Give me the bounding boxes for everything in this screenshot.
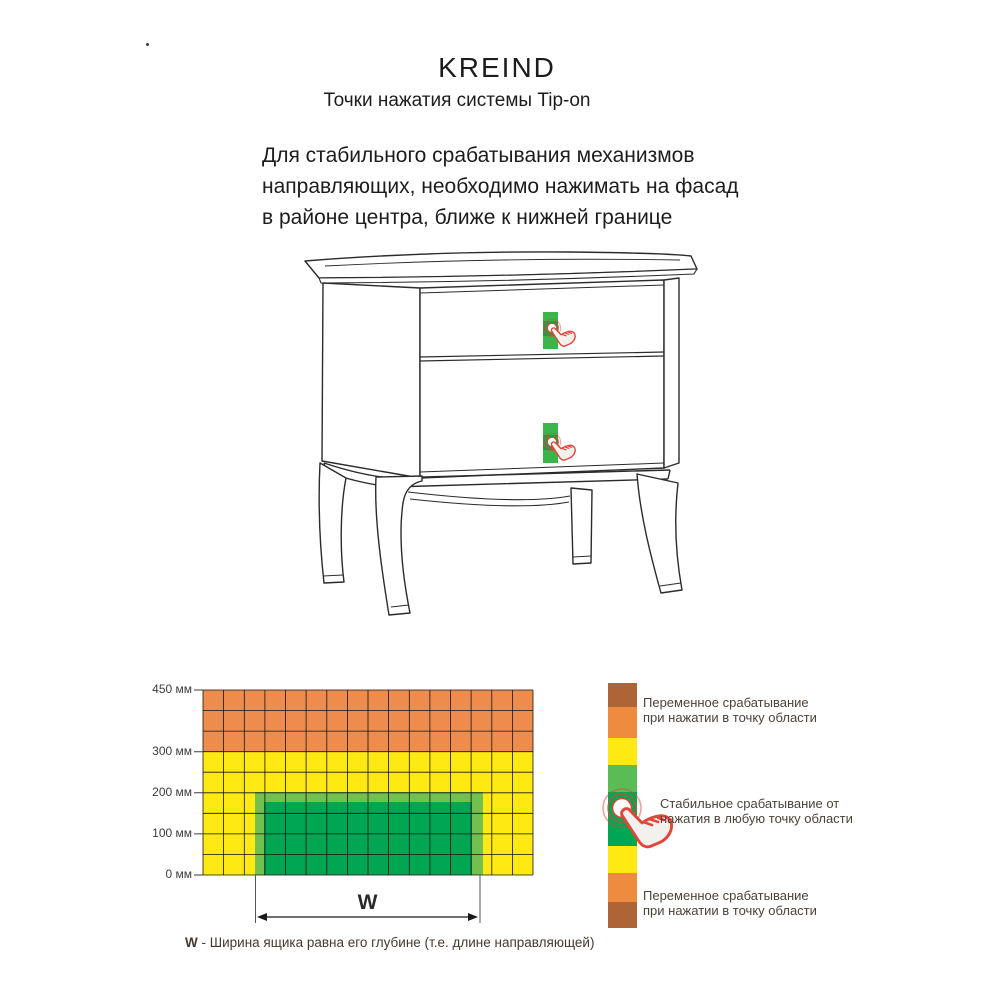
cabinet-top-rim — [324, 258, 681, 267]
stray-dot — [146, 43, 149, 46]
legend-press-icon — [602, 788, 678, 855]
caption-text: - Ширина ящика равна его глубине (т.е. д… — [197, 935, 595, 950]
leg-back-left — [318, 462, 347, 584]
y-tick-0: 0 мм — [165, 867, 192, 881]
y-tick-450: 450 мм — [152, 682, 192, 696]
cabinet-bottom-line — [419, 462, 665, 473]
press-point-bottom-drawer — [542, 423, 579, 464]
grid-horizontal-lines — [203, 689, 533, 876]
press-ring-inner — [544, 320, 560, 336]
legend-seg-brown-bottom — [608, 902, 637, 928]
description-line-3: в районе центра, ближе к нижней границе — [262, 206, 673, 229]
y-tick-300: 300 мм — [152, 744, 192, 758]
legend-item-variable-top: Переменное срабатывание при нажатии в то… — [643, 695, 817, 725]
drawer-gap-bottom-line — [419, 355, 665, 362]
cabinet-front — [419, 279, 665, 479]
drawer-gap-top-line — [419, 351, 665, 358]
press-ring-outer — [602, 788, 642, 828]
leg-front-left — [375, 475, 423, 616]
legend-item-line: нажатия в любую точку области — [660, 811, 853, 826]
leg-front-right — [636, 473, 683, 594]
cabinet-lines — [304, 251, 698, 616]
y-tick-200: 200 мм — [152, 785, 192, 799]
description-line-1: Для стабильного срабатывания механизмов — [262, 144, 695, 167]
page-subtitle: Точки нажатия системы Tip-on — [323, 90, 591, 111]
grid-vertical-lines — [202, 690, 534, 875]
legend-item-line: Стабильное срабатывание от — [660, 796, 840, 811]
brand-title: KREIND — [438, 52, 556, 83]
cabinet-top-molding — [318, 268, 698, 284]
press-point-top-drawer — [542, 312, 579, 350]
legend-seg-yellow-top — [608, 738, 637, 765]
press-ring-outer — [542, 318, 562, 338]
legend-seg-orange-bottom — [608, 873, 637, 902]
y-tick-100: 100 мм — [152, 826, 192, 840]
cabinet-right-edge — [663, 277, 680, 469]
y-axis-ticks — [194, 689, 203, 876]
press-ring-inner — [607, 793, 637, 823]
description: Для стабильного срабатывания механизмов … — [262, 140, 739, 233]
legend-seg-brown-top — [608, 683, 637, 707]
legend-item-line: Переменное срабатывание — [643, 695, 809, 710]
press-ring-outer — [542, 432, 562, 452]
cabinet-undertop-line — [419, 284, 665, 294]
legend-item-line: при нажатии в точку области — [643, 903, 817, 918]
cabinet-side-panel — [321, 282, 421, 479]
dimension-extension-lines — [255, 875, 481, 923]
press-ring-inner — [544, 434, 560, 450]
legend-item-variable-bottom: Переменное срабатывание при нажатии в то… — [643, 888, 817, 918]
caption-w: W — [185, 935, 198, 950]
chart-caption: W - Ширина ящика равна его глубине (т.е.… — [185, 935, 594, 950]
legend-item-line: при нажатии в точку области — [643, 710, 817, 725]
back-stretcher-top — [407, 491, 571, 501]
press-zone-chart: 450 мм 300 мм 200 мм 100 мм 0 мм W — [152, 682, 534, 923]
legend-seg-green-light — [608, 765, 637, 792]
leg-foot-lines — [322, 555, 682, 608]
description-line-2: направляющих, необходимо нажимать на фас… — [262, 175, 739, 198]
width-dimension-label: W — [358, 891, 378, 914]
legend-seg-yellow-bottom — [608, 846, 637, 873]
leg-back-right — [570, 487, 593, 565]
legend-item-line: Переменное срабатывание — [643, 888, 809, 903]
cabinet-illustration — [304, 251, 698, 616]
legend-seg-orange-top — [608, 707, 637, 738]
back-stretcher-bottom — [409, 498, 570, 507]
legend-item-stable: Стабильное срабатывание от нажатия в люб… — [660, 796, 853, 826]
